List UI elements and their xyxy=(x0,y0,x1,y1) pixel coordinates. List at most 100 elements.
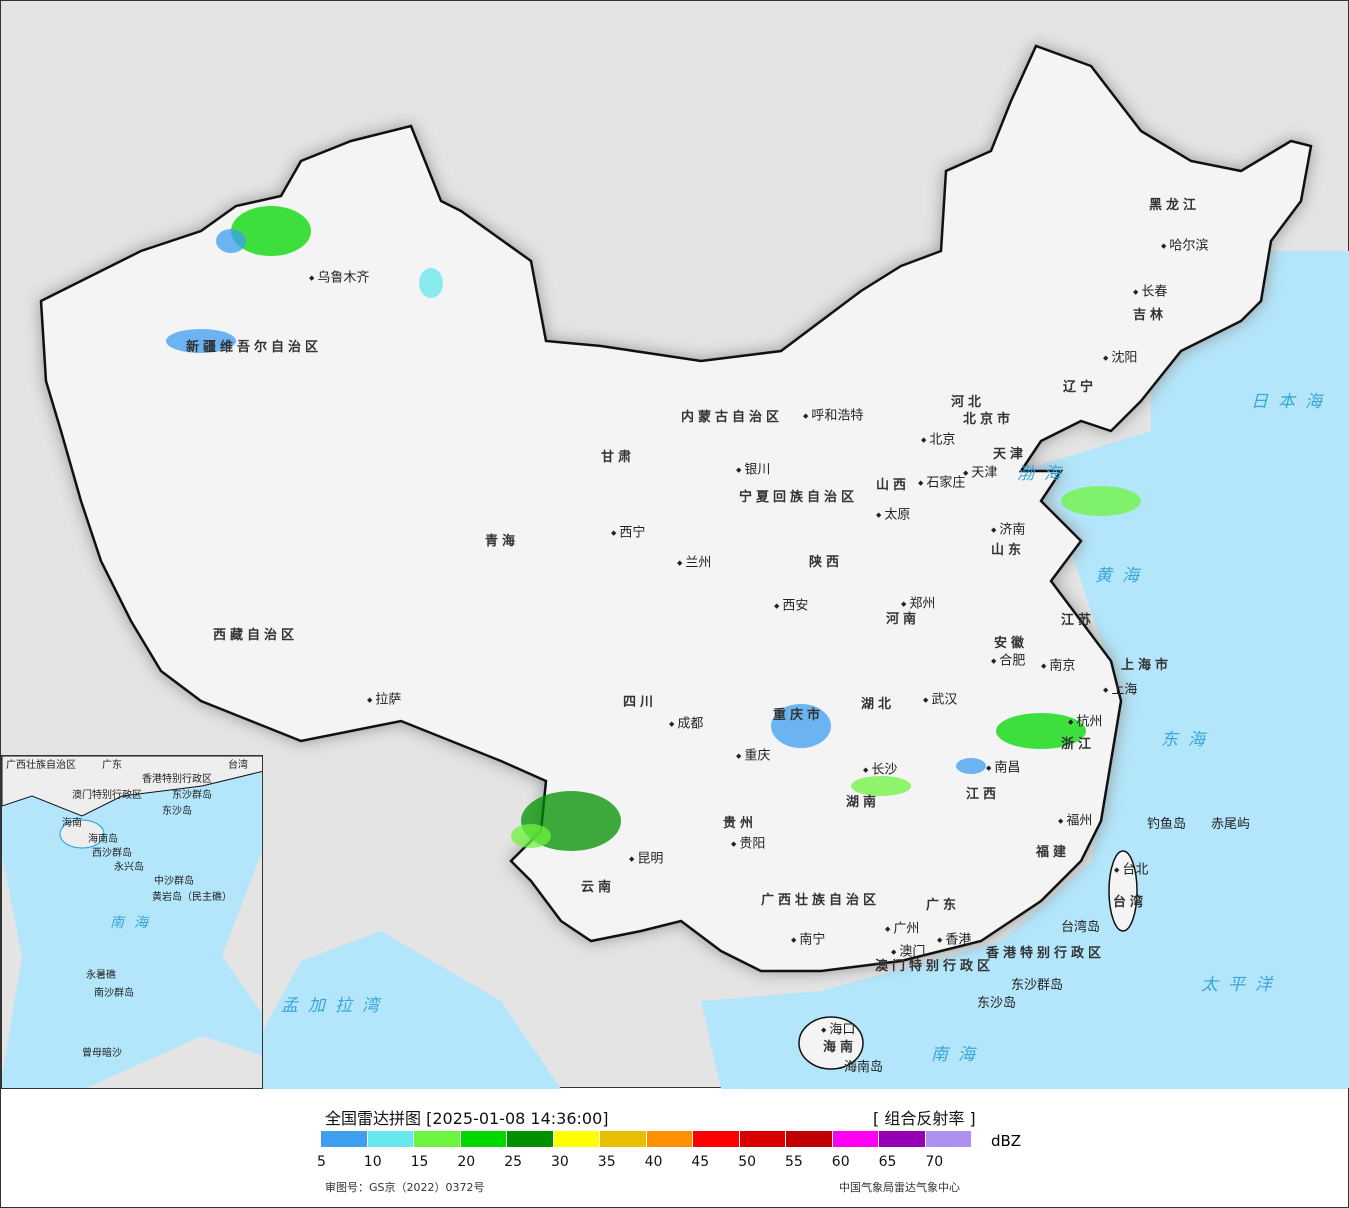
inset-label: 台湾 xyxy=(228,760,248,771)
province-label: 重庆市 xyxy=(773,708,825,723)
radar-echo xyxy=(166,329,236,353)
city-label: 长春 xyxy=(1133,285,1167,300)
scale-swatch xyxy=(646,1131,693,1147)
province-label: 青海 xyxy=(485,534,520,549)
province-label: 广东 xyxy=(926,898,961,913)
city-label: 天津 xyxy=(963,466,997,481)
scale-tick: 15 xyxy=(410,1154,429,1170)
inset-label: 永暑礁 xyxy=(86,970,116,981)
inset-label: 南海 xyxy=(110,915,158,931)
city-label: 香港 xyxy=(937,933,971,948)
province-label: 安徽 xyxy=(994,636,1029,651)
city-label: 西安 xyxy=(774,599,808,614)
inset-label: 黄岩岛（民主礁） xyxy=(152,892,232,903)
city-label: 昆明 xyxy=(629,852,663,867)
sea-label: 太平洋 xyxy=(1201,975,1282,995)
product-name: [ 组合反射率 ] xyxy=(873,1109,976,1128)
scale-swatch xyxy=(786,1131,833,1147)
scale-swatch xyxy=(600,1131,647,1147)
scale-tick: 25 xyxy=(504,1154,523,1170)
province-label: 福建 xyxy=(1036,845,1071,860)
scale-tick: 30 xyxy=(551,1154,569,1170)
scale-swatch xyxy=(460,1131,507,1147)
province-label: 天津 xyxy=(993,447,1028,462)
province-label: 云南 xyxy=(581,880,616,895)
island-label: 海南岛 xyxy=(844,1060,884,1075)
province-label: 新疆维吾尔自治区 xyxy=(186,340,323,355)
inset-label: 广东 xyxy=(102,760,122,771)
inset-label: 西沙群岛 xyxy=(92,848,132,859)
city-label: 武汉 xyxy=(923,693,957,708)
sea-label: 日本海 xyxy=(1251,392,1332,412)
city-label: 郑州 xyxy=(901,597,935,612)
radar-echo xyxy=(216,229,246,253)
city-label: 长沙 xyxy=(863,763,897,778)
city-label: 西宁 xyxy=(611,526,645,541)
inset-label: 中沙群岛 xyxy=(154,876,194,887)
map-title: 全国雷达拼图 [2025-01-08 14:36:00] xyxy=(325,1109,609,1128)
radar-echo xyxy=(231,206,311,256)
city-label: 沈阳 xyxy=(1103,351,1137,366)
sea-label: 孟加拉湾 xyxy=(281,996,389,1016)
sea-label: 黄海 xyxy=(1095,566,1149,586)
sea-label: 东海 xyxy=(1161,730,1215,750)
scale-tick: 5 xyxy=(317,1154,326,1170)
scale-swatch xyxy=(739,1131,786,1147)
scale-swatch xyxy=(367,1131,414,1147)
coastal-sea xyxy=(701,261,1349,1089)
city-label: 福州 xyxy=(1058,814,1092,829)
scale-swatch xyxy=(925,1131,972,1147)
inset-label: 海南岛 xyxy=(88,834,118,845)
province-label: 江苏 xyxy=(1061,613,1096,628)
inset-label: 海南 xyxy=(62,818,82,829)
city-label: 合肥 xyxy=(991,654,1025,669)
scale-swatch xyxy=(321,1131,368,1147)
city-label: 呼和浩特 xyxy=(803,409,863,424)
city-label: 南宁 xyxy=(791,933,825,948)
scale-swatch xyxy=(879,1131,926,1147)
scale-tick: 70 xyxy=(925,1154,944,1170)
province-label: 河南 xyxy=(886,612,921,627)
scale-tick: 50 xyxy=(738,1154,757,1170)
city-label: 广州 xyxy=(885,922,919,937)
province-label: 宁夏回族自治区 xyxy=(739,490,859,505)
scale-swatch xyxy=(832,1131,879,1147)
inset-label: 广西壮族自治区 xyxy=(6,760,76,771)
province-label: 澳门特别行政区 xyxy=(875,959,995,974)
province-label: 香港特别行政区 xyxy=(986,946,1106,961)
radar-map[interactable]: 新疆维吾尔自治区 西藏自治区 青海 甘肃 内蒙古自治区 黑龙江 吉林 辽宁 河北 山西 陕西 河南 山东… xyxy=(0,0,1349,1089)
province-label: 湖北 xyxy=(861,697,896,712)
city-label: 澳门 xyxy=(891,945,925,960)
city-label: 哈尔滨 xyxy=(1161,239,1208,254)
province-label: 四川 xyxy=(623,695,658,710)
province-label: 陕西 xyxy=(809,555,844,570)
island-label: 东沙群岛 xyxy=(1011,978,1064,993)
province-label: 内蒙古自治区 xyxy=(681,410,784,425)
inset-label: 南沙群岛 xyxy=(94,988,134,999)
inset-label: 香港特别行政区 xyxy=(142,774,212,785)
city-label: 上海 xyxy=(1103,683,1137,698)
scale-swatch xyxy=(553,1131,600,1147)
scale-swatch xyxy=(693,1131,740,1147)
city-label: 北京 xyxy=(921,433,955,448)
city-label: 成都 xyxy=(669,717,703,732)
radar-echo xyxy=(956,758,986,774)
radar-echo xyxy=(1061,486,1141,516)
province-label: 浙江 xyxy=(1061,737,1096,752)
province-label: 西藏自治区 xyxy=(213,628,299,643)
province-label: 山东 xyxy=(991,543,1026,558)
province-label: 上海市 xyxy=(1121,658,1173,673)
province-label: 甘肃 xyxy=(601,450,636,465)
scale-tick: 60 xyxy=(831,1154,850,1170)
bay-of-bengal xyxy=(231,931,561,1089)
legend-panel: 全国雷达拼图 [2025-01-08 14:36:00] [ 组合反射率 ] 5… xyxy=(0,1088,1349,1208)
city-label: 南京 xyxy=(1041,659,1075,674)
island-label: 钓鱼岛 xyxy=(1147,817,1187,832)
province-label: 山西 xyxy=(876,478,911,493)
city-label: 济南 xyxy=(991,523,1025,538)
city-label: 重庆 xyxy=(736,749,770,764)
island-label: 东沙岛 xyxy=(977,996,1017,1011)
scale-swatch xyxy=(507,1131,554,1147)
province-label: 海南 xyxy=(823,1040,858,1055)
province-label: 贵州 xyxy=(723,816,758,831)
